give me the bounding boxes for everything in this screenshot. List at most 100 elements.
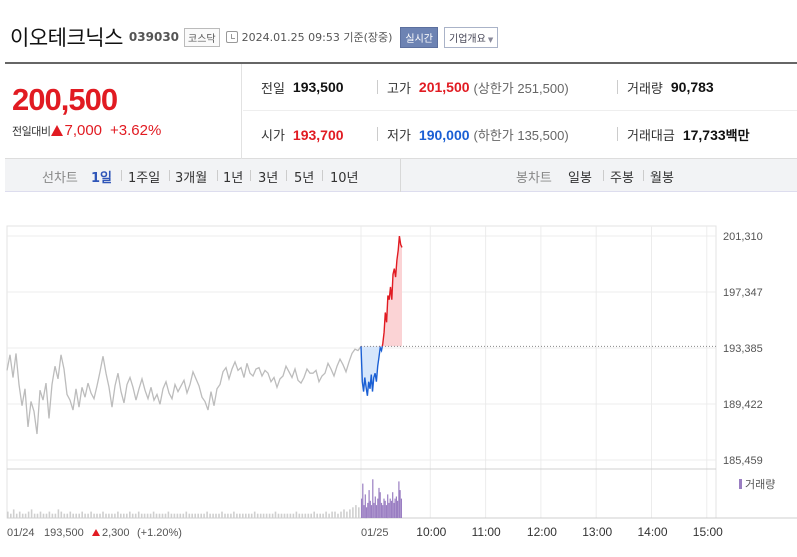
volume-bar: [102, 511, 104, 519]
volume-bar: [233, 511, 235, 519]
volume-bar: [27, 511, 30, 519]
volume-bar: [227, 513, 229, 518]
divider: [217, 170, 218, 181]
volume-bar: [99, 513, 101, 518]
volume-bar: [66, 513, 69, 518]
quote-summary: 200,500 전일대비 7,000 +3.62% 전일 193,500 고가 …: [5, 62, 797, 159]
x-tick-label: 12:00: [527, 525, 557, 539]
volume-bar: [164, 513, 167, 518]
volume-bar: [123, 513, 125, 518]
volume-bar: [283, 513, 286, 518]
open-price: 시가 193,700: [261, 125, 344, 145]
divider: [400, 159, 401, 192]
today-series-down: [360, 346, 383, 396]
up-arrow-icon: [92, 529, 100, 536]
divider: [250, 170, 251, 181]
company-overview-button[interactable]: 기업개요 ▼: [444, 26, 499, 48]
stock-name: 이오테크닉스: [10, 26, 123, 50]
realtime-button[interactable]: 실시간: [400, 26, 439, 48]
divider: [377, 80, 378, 94]
volume-bar: [137, 511, 140, 519]
volume-bar: [310, 513, 312, 518]
volume-bar: [93, 513, 95, 518]
volume-bar: [280, 513, 283, 518]
prev-close: 전일 193,500: [261, 78, 344, 97]
volume-bar: [313, 511, 315, 519]
volume-bar: [152, 511, 155, 519]
prev-day-change-pct: (+1.20%): [137, 527, 182, 539]
period-5y[interactable]: 5년: [294, 171, 315, 186]
volume-bar: [388, 502, 390, 518]
volume-bar: [10, 513, 12, 518]
volume-bar: [367, 502, 369, 518]
volume-bar: [155, 513, 158, 518]
volume-bar: [389, 498, 391, 518]
period-1w[interactable]: 1주일: [128, 171, 161, 186]
volume-bar: [334, 511, 336, 519]
candle-monthly[interactable]: 월봉: [650, 171, 674, 186]
candle-daily[interactable]: 일봉: [568, 171, 592, 186]
x-axis: 01/24 193,500 2,300 (+1.20%) 01/25 10:00 11:00…: [7, 525, 723, 539]
volume-bar: [96, 513, 98, 518]
volume-bar: [363, 505, 365, 518]
volume-bar: [21, 513, 24, 518]
volume-bar: [387, 494, 389, 519]
volume-bar: [248, 513, 250, 518]
y-tick-label: 189,422: [723, 399, 763, 411]
divider: [286, 170, 287, 181]
volume-label: 거래량: [627, 81, 663, 97]
volume-bar: [191, 513, 193, 518]
divider: [643, 170, 644, 181]
volume-bar: [111, 513, 113, 518]
volume-bar: [355, 505, 357, 518]
period-3m[interactable]: 3개월: [175, 171, 208, 186]
volume-bar: [383, 498, 385, 518]
chevron-down-icon: ▼: [487, 35, 494, 44]
volume-bar: [242, 513, 244, 518]
chart-period-bar: 선차트 1일 1주일 3개월 1년 3년 5년 10년 봉차트 일봉 주봉 월봉: [5, 159, 797, 192]
volume-bar: [218, 513, 220, 518]
prev-close-label: 전일: [261, 81, 285, 97]
volume-bar: [373, 502, 375, 518]
period-1y[interactable]: 1년: [223, 171, 244, 186]
low-value: 190,000: [418, 126, 470, 143]
period-10y[interactable]: 10년: [330, 171, 359, 186]
volume-bar: [271, 513, 274, 518]
volume-bar: [167, 511, 170, 519]
volume-bar: [221, 511, 223, 519]
prev-day-date: 01/24: [7, 527, 35, 539]
volume-bar: [398, 481, 400, 518]
volume-bar: [301, 513, 304, 518]
volume-bar: [54, 513, 57, 518]
high-price: 고가 201,500 (상한가 251,500): [387, 78, 569, 97]
period-1d[interactable]: 1일: [91, 171, 113, 186]
y-tick-label: 185,459: [723, 455, 763, 467]
volume-bar: [377, 498, 379, 518]
trade-amount: 거래대금 17,733 백만: [627, 125, 750, 145]
low-label: 저가: [387, 129, 411, 144]
volume-bar: [90, 511, 92, 519]
volume-bar: [307, 513, 310, 518]
volume-bar: [203, 513, 205, 518]
upper-limit: (상한가 251,500): [473, 80, 569, 96]
change-row: 전일대비 7,000 +3.62%: [12, 122, 161, 139]
divider: [121, 170, 122, 181]
period-3y[interactable]: 3년: [258, 171, 279, 186]
high-value: 201,500: [418, 79, 470, 95]
candle-chart-title: 봉차트: [516, 171, 552, 186]
divider: [377, 127, 378, 141]
volume-bar: [131, 513, 134, 518]
volume-bar: [380, 502, 383, 518]
x-tick-label: 01/25: [361, 527, 389, 539]
volume-bar: [72, 513, 74, 518]
volume-bar: [393, 502, 395, 518]
datetime-value: 2024.01.25 09:53: [241, 31, 340, 44]
x-tick-label: 15:00: [693, 525, 723, 539]
volume-bar: [400, 498, 402, 518]
candle-weekly[interactable]: 주봉: [610, 171, 634, 186]
down-area: [361, 346, 402, 396]
change-label: 전일대비: [12, 124, 51, 138]
volume-bar: [399, 490, 401, 518]
volume-bar: [259, 513, 262, 518]
x-tick-label: 14:00: [638, 525, 668, 539]
